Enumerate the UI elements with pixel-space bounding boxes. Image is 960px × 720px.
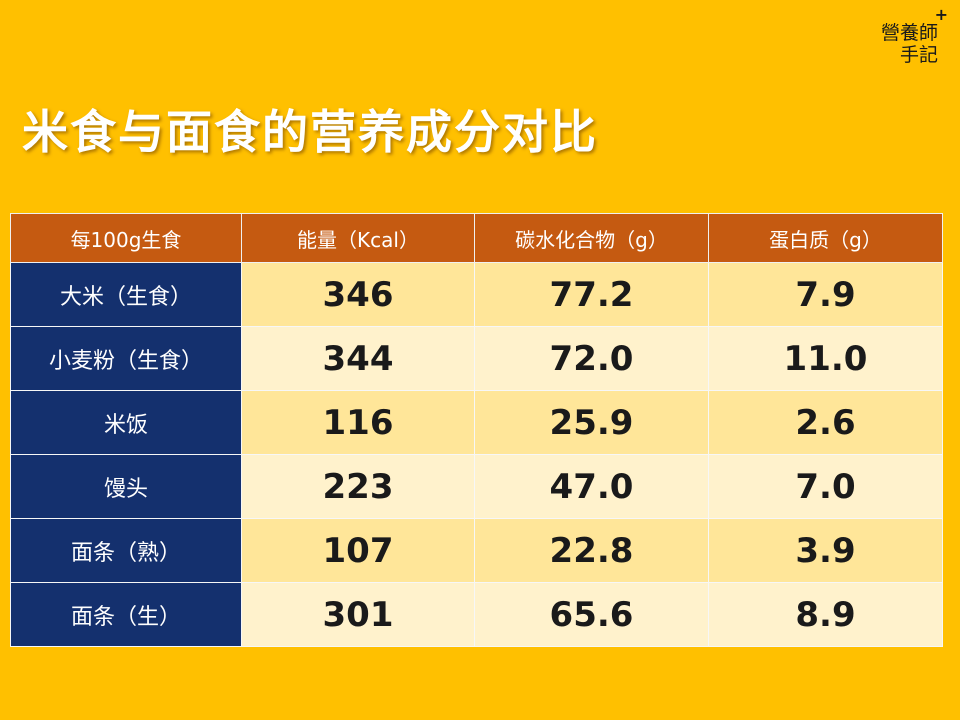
value-cell: 7.0 (708, 454, 943, 519)
column-header: 每100g生食 (10, 213, 242, 263)
table-row: 馒头 223 47.0 7.0 (10, 454, 943, 519)
table-row: 面条（熟） 107 22.8 3.9 (10, 518, 943, 583)
value-cell: 77.2 (474, 262, 709, 327)
row-label: 面条（生） (10, 582, 242, 647)
table-row: 米饭 116 25.9 2.6 (10, 390, 943, 455)
row-label: 小麦粉（生食） (10, 326, 242, 391)
value-cell: 2.6 (708, 390, 943, 455)
value-cell: 7.9 (708, 262, 943, 327)
logo: + 營養師 手記 (880, 7, 948, 67)
column-header: 蛋白质（g） (708, 213, 943, 263)
logo-mark: + (934, 5, 948, 24)
row-label: 馒头 (10, 454, 242, 519)
value-cell: 223 (241, 454, 475, 519)
nutrition-table: 每100g生食 能量（Kcal） 碳水化合物（g） 蛋白质（g） 大米（生食） 346 7… (10, 213, 943, 647)
value-cell: 11.0 (708, 326, 943, 391)
table-row: 大米（生食） 346 77.2 7.9 (10, 262, 943, 327)
value-cell: 25.9 (474, 390, 709, 455)
value-cell: 107 (241, 518, 475, 583)
value-cell: 3.9 (708, 518, 943, 583)
logo-line: 營養師 (880, 22, 938, 44)
value-cell: 72.0 (474, 326, 709, 391)
table-row: 面条（生） 301 65.6 8.9 (10, 582, 943, 647)
row-label: 米饭 (10, 390, 242, 455)
value-cell: 65.6 (474, 582, 709, 647)
value-cell: 301 (241, 582, 475, 647)
value-cell: 116 (241, 390, 475, 455)
column-header: 碳水化合物（g） (474, 213, 709, 263)
value-cell: 346 (241, 262, 475, 327)
value-cell: 344 (241, 326, 475, 391)
value-cell: 8.9 (708, 582, 943, 647)
value-cell: 47.0 (474, 454, 709, 519)
row-label: 面条（熟） (10, 518, 242, 583)
table-row: 小麦粉（生食） 344 72.0 11.0 (10, 326, 943, 391)
value-cell: 22.8 (474, 518, 709, 583)
slide-title: 米食与面食的营养成分对比 (22, 105, 598, 159)
logo-line: 手記 (899, 44, 938, 66)
row-label: 大米（生食） (10, 262, 242, 327)
header-row: 每100g生食 能量（Kcal） 碳水化合物（g） 蛋白质（g） (10, 213, 943, 263)
column-header: 能量（Kcal） (241, 213, 475, 263)
